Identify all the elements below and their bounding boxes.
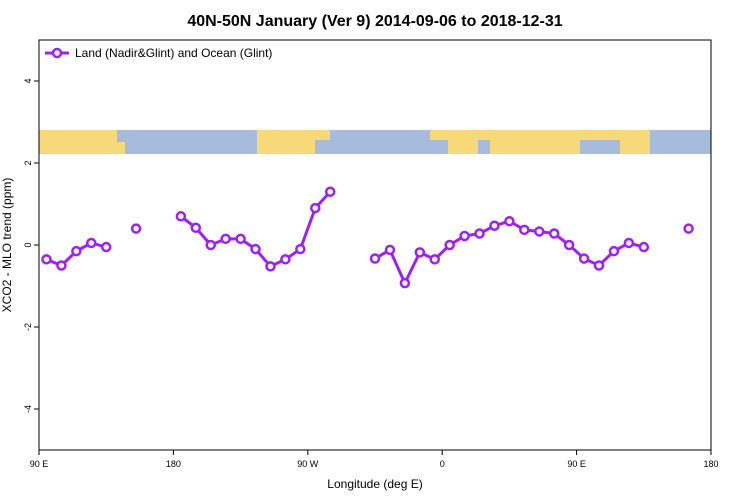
- series-line: [46, 192, 688, 283]
- data-point: [310, 202, 321, 214]
- chart-title: 40N-50N January (Ver 9) 2014-09-06 to 20…: [187, 13, 562, 30]
- data-point: [190, 222, 202, 234]
- data-point: [265, 261, 276, 272]
- x-tick-label: 90 W: [297, 459, 319, 469]
- data-point: [71, 245, 82, 257]
- data-point: [384, 244, 396, 256]
- legend-text: Land (Nadir&Glint) and Ocean (Glint): [75, 46, 272, 60]
- y-tick-label: 0: [23, 242, 33, 247]
- y-axis-label: XCO2 - MLO trend (ppm): [0, 178, 14, 313]
- x-tick-label: 180: [166, 459, 181, 469]
- x-tick-label: 180: [703, 459, 718, 469]
- data-point: [504, 215, 515, 227]
- y-tick-label: 2: [23, 160, 33, 165]
- data-point: [459, 230, 470, 242]
- data-point: [638, 241, 650, 253]
- data-point: [369, 253, 381, 264]
- data-point: [534, 226, 545, 237]
- y-tick-label: -2: [23, 323, 33, 331]
- map-band: [39, 130, 711, 154]
- data-point: [205, 239, 216, 251]
- data-point: [41, 254, 52, 265]
- data-point: [175, 211, 187, 222]
- x-axis-label: Longitude (deg E): [327, 477, 422, 491]
- data-point: [444, 239, 455, 251]
- legend-marker: [51, 47, 63, 59]
- data-point: [86, 237, 97, 249]
- data-point: [100, 241, 112, 253]
- data-point: [563, 239, 575, 251]
- data-point: [548, 228, 560, 239]
- data-point: [623, 237, 635, 249]
- x-tick-label: 90 E: [30, 459, 49, 469]
- data-point: [578, 253, 590, 264]
- data-point: [519, 224, 530, 236]
- data-point: [414, 247, 426, 258]
- data-point: [683, 223, 694, 234]
- data-point: [489, 220, 500, 231]
- data-point: [250, 243, 261, 255]
- y-tick-label: -4: [23, 405, 33, 413]
- y-tick-label: 4: [23, 78, 33, 83]
- data-point: [220, 233, 231, 245]
- data-point: [56, 260, 67, 271]
- data-point: [429, 254, 440, 265]
- data-point: [593, 260, 605, 271]
- data-point: [324, 186, 336, 197]
- data-point: [399, 277, 411, 289]
- data-point: [130, 223, 142, 234]
- plot-frame: [38, 39, 712, 451]
- x-tick-label: 0: [440, 459, 445, 469]
- data-point: [280, 254, 291, 265]
- data-point: [235, 233, 246, 245]
- data-point: [295, 243, 306, 255]
- data-point: [474, 228, 485, 239]
- data-point: [608, 245, 620, 257]
- x-tick-label: 90 E: [567, 459, 586, 469]
